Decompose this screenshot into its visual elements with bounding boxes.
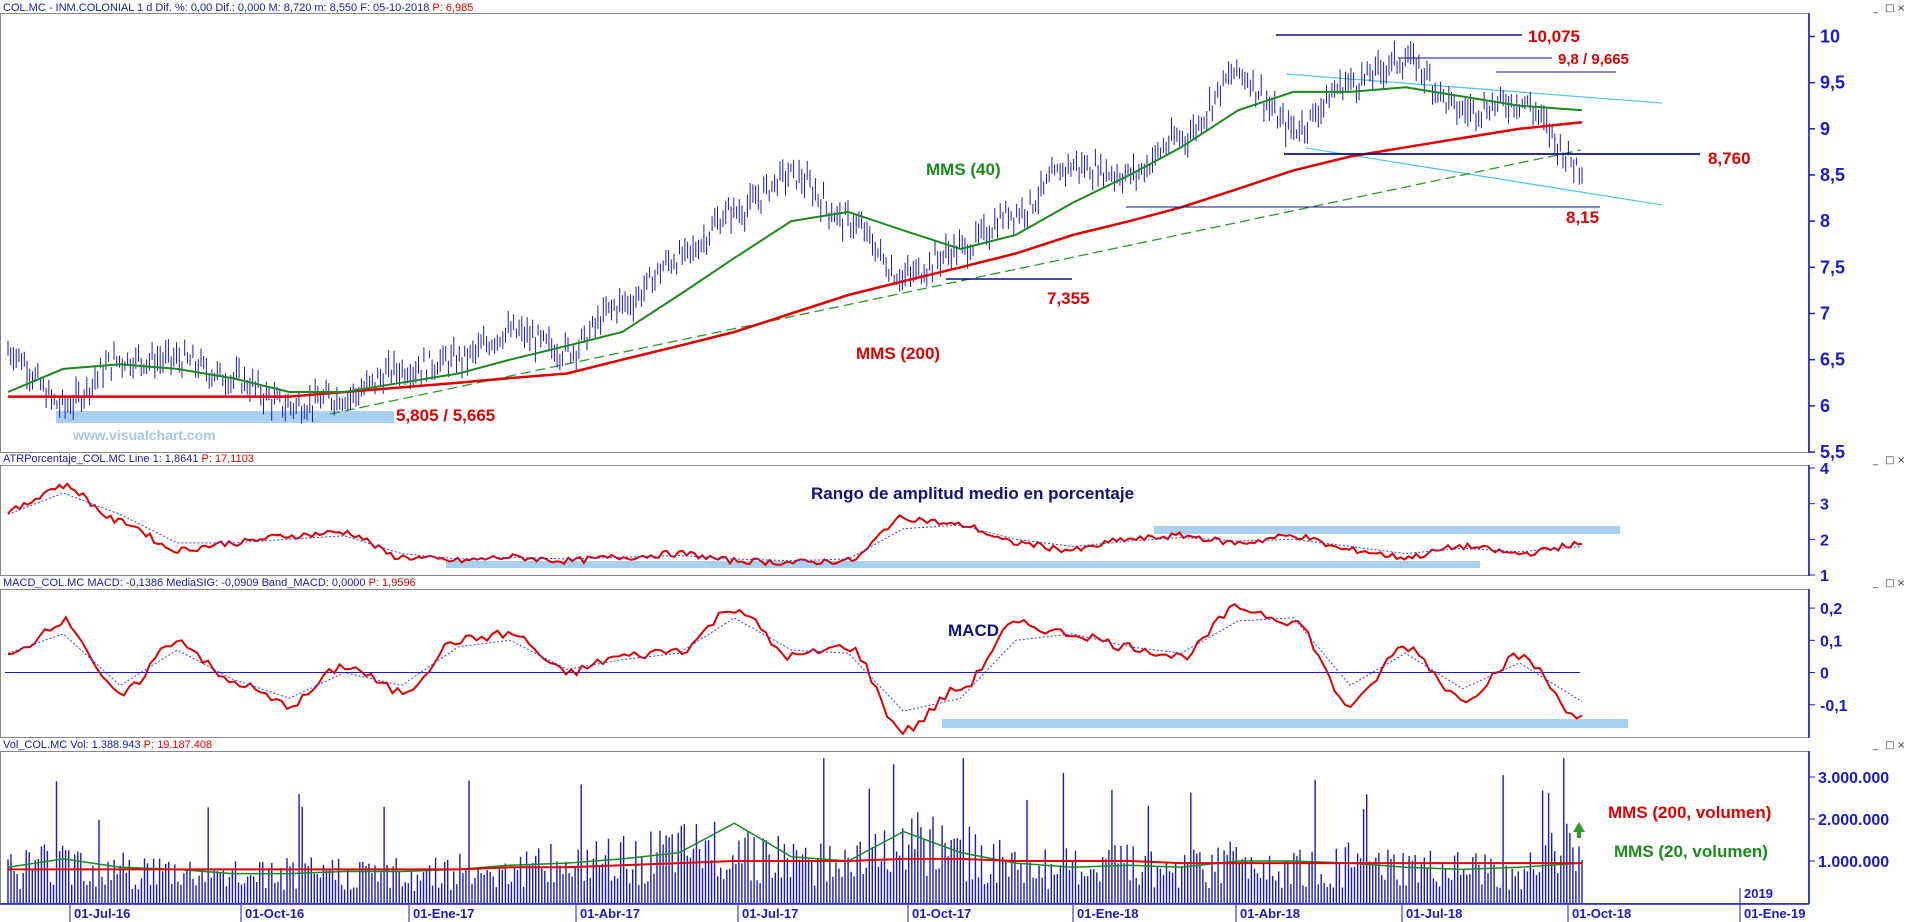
volume-y-ticks: 3.000.000 2.000.000 1.000.000 — [1809, 770, 1889, 871]
mms200-label: MMS (200) — [856, 344, 940, 363]
x-tick-label: 01-Jul-17 — [742, 906, 798, 921]
volume-bars — [7, 758, 1583, 903]
price-y-tick-label: 7 — [1820, 303, 1830, 323]
price-y-tick-label: 9,5 — [1820, 73, 1845, 93]
volume-mms200-label: MMS (200, volumen) — [1608, 803, 1771, 822]
atr-y-tick-label: 4 — [1820, 461, 1829, 478]
price-y-tick-label: 6,5 — [1820, 350, 1845, 370]
price-panel-header: COL.MC - INM.COLONIAL 1 d Dif. %: 0,00 D… — [3, 2, 473, 14]
price-window-buttons[interactable]: _ □ × — [1872, 3, 1905, 14]
x-tick-label: 2019 — [1744, 886, 1773, 901]
volume-y-tick-label: 2.000.000 — [1818, 812, 1889, 829]
macd-line — [7, 602, 1583, 736]
annotation-5805-5665: 5,805 / 5,665 — [396, 406, 495, 425]
x-axis-ticks: 01-Jul-16 01-Oct-16 01-Ene-17 01-Abr-17 01-J… — [69, 886, 1805, 922]
axis-spines — [0, 13, 1810, 905]
atr-window-buttons[interactable]: _ □ × — [1872, 455, 1905, 466]
volume-mms200-line — [8, 857, 1582, 871]
volume-panel-header: Vol_COL.MC Vol: 1.388.943 P: 19.187.408 — [3, 739, 212, 751]
volume-mms20-line — [7, 822, 1583, 875]
minimize-icon[interactable]: _ — [1872, 455, 1879, 466]
watermark: www.visualchart.com — [72, 427, 216, 443]
macd-panel-header: MACD_COL.MC MACD: -0,1386 MediaSIG: -0,0… — [3, 577, 416, 589]
support-band-5805 — [56, 411, 394, 423]
panel-frames — [0, 13, 1809, 904]
price-panel-frame — [0, 13, 1809, 453]
arrow-up-icon — [1573, 822, 1585, 838]
maximize-icon[interactable]: □ — [1885, 578, 1894, 589]
atr-y-tick-label: 3 — [1820, 497, 1829, 514]
atr-title: Rango de amplitud medio en porcentaje — [811, 484, 1134, 503]
price-y-tick-label: 8 — [1820, 211, 1830, 231]
maximize-icon[interactable]: □ — [1885, 3, 1894, 14]
volume-mms20-label: MMS (20, volumen) — [1614, 842, 1768, 861]
mms40-line — [7, 86, 1583, 393]
atr-low-band — [446, 561, 1480, 568]
price-bars — [7, 40, 1583, 424]
atr-mid-band — [1154, 526, 1620, 534]
annotation-7355: 7,355 — [1047, 289, 1090, 308]
x-tick-label: 01-Ene-19 — [1744, 906, 1805, 921]
x-tick-label: 01-Oct-17 — [912, 906, 971, 921]
price-y-tick-label: 6 — [1820, 396, 1830, 416]
x-tick-label: 01-Jul-16 — [74, 906, 130, 921]
close-icon[interactable]: × — [1897, 3, 1905, 14]
atr-y-ticks: 4 3 2 1 — [1809, 461, 1829, 585]
channel-lower-line — [1305, 147, 1663, 206]
atr-y-tick-label: 1 — [1820, 568, 1829, 585]
long-term-trendline — [329, 149, 1582, 415]
macd-panel-frame — [0, 589, 1809, 738]
macd-y-tick-label: 0,1 — [1820, 633, 1842, 650]
price-y-tick-label: 7,5 — [1820, 257, 1845, 277]
volume-y-tick-label: 1.000.000 — [1818, 854, 1889, 871]
x-tick-label: 01-Abr-18 — [1240, 906, 1300, 921]
macd-title: MACD — [948, 621, 999, 640]
atr-signal-line — [7, 492, 1583, 562]
price-y-tick-label: 9 — [1820, 119, 1830, 139]
volume-y-tick-label: 3.000.000 — [1818, 770, 1889, 787]
x-tick-label: 01-Oct-16 — [245, 906, 304, 921]
macd-y-tick-label: 0 — [1820, 666, 1829, 683]
macd-window-buttons[interactable]: _ □ × — [1872, 578, 1905, 589]
x-tick-label: 01-Jul-18 — [1406, 906, 1462, 921]
atr-panel-frame — [0, 465, 1809, 576]
minimize-icon[interactable]: _ — [1872, 740, 1879, 751]
price-y-tick-label: 8,5 — [1820, 165, 1845, 185]
macd-low-band — [942, 719, 1628, 728]
mms200-line — [8, 121, 1583, 398]
x-tick-label: 01-Abr-17 — [580, 906, 640, 921]
annotation-9800-9665: 9,8 / 9,665 — [1558, 51, 1629, 68]
close-icon[interactable]: × — [1897, 455, 1905, 466]
atr-panel-header: ATRPorcentaje_COL.MC Line 1: 1,8641 P: 1… — [3, 453, 254, 465]
atr-y-tick-label: 2 — [1820, 532, 1829, 549]
annotation-8760: 8,760 — [1708, 149, 1751, 168]
close-icon[interactable]: × — [1897, 740, 1905, 751]
x-tick-label: 01-Oct-18 — [1572, 906, 1631, 921]
maximize-icon[interactable]: □ — [1885, 455, 1894, 466]
x-tick-label: 01-Ene-17 — [413, 906, 474, 921]
x-tick-label: 01-Ene-18 — [1077, 906, 1138, 921]
volume-window-buttons[interactable]: _ □ × — [1872, 740, 1905, 751]
price-y-tick-label: 5,5 — [1820, 442, 1845, 462]
macd-y-tick-label: -0,1 — [1820, 698, 1848, 715]
maximize-icon[interactable]: □ — [1885, 740, 1894, 751]
atr-line — [7, 482, 1583, 567]
minimize-icon[interactable]: _ — [1872, 3, 1879, 14]
annotation-10075: 10,075 — [1528, 27, 1580, 46]
macd-signal-line — [7, 617, 1583, 712]
price-y-ticks: 10 9,5 9 8,5 8 7,5 7 6,5 6 5,5 — [1809, 26, 1845, 462]
macd-y-tick-label: 0,2 — [1820, 601, 1842, 618]
macd-y-ticks: 0,2 0,1 0 -0,1 — [1809, 601, 1848, 715]
minimize-icon[interactable]: _ — [1872, 578, 1879, 589]
annotation-815: 8,15 — [1566, 208, 1599, 227]
price-y-tick-label: 10 — [1820, 26, 1840, 46]
close-icon[interactable]: × — [1897, 578, 1905, 589]
mms40-label: MMS (40) — [926, 160, 1001, 179]
